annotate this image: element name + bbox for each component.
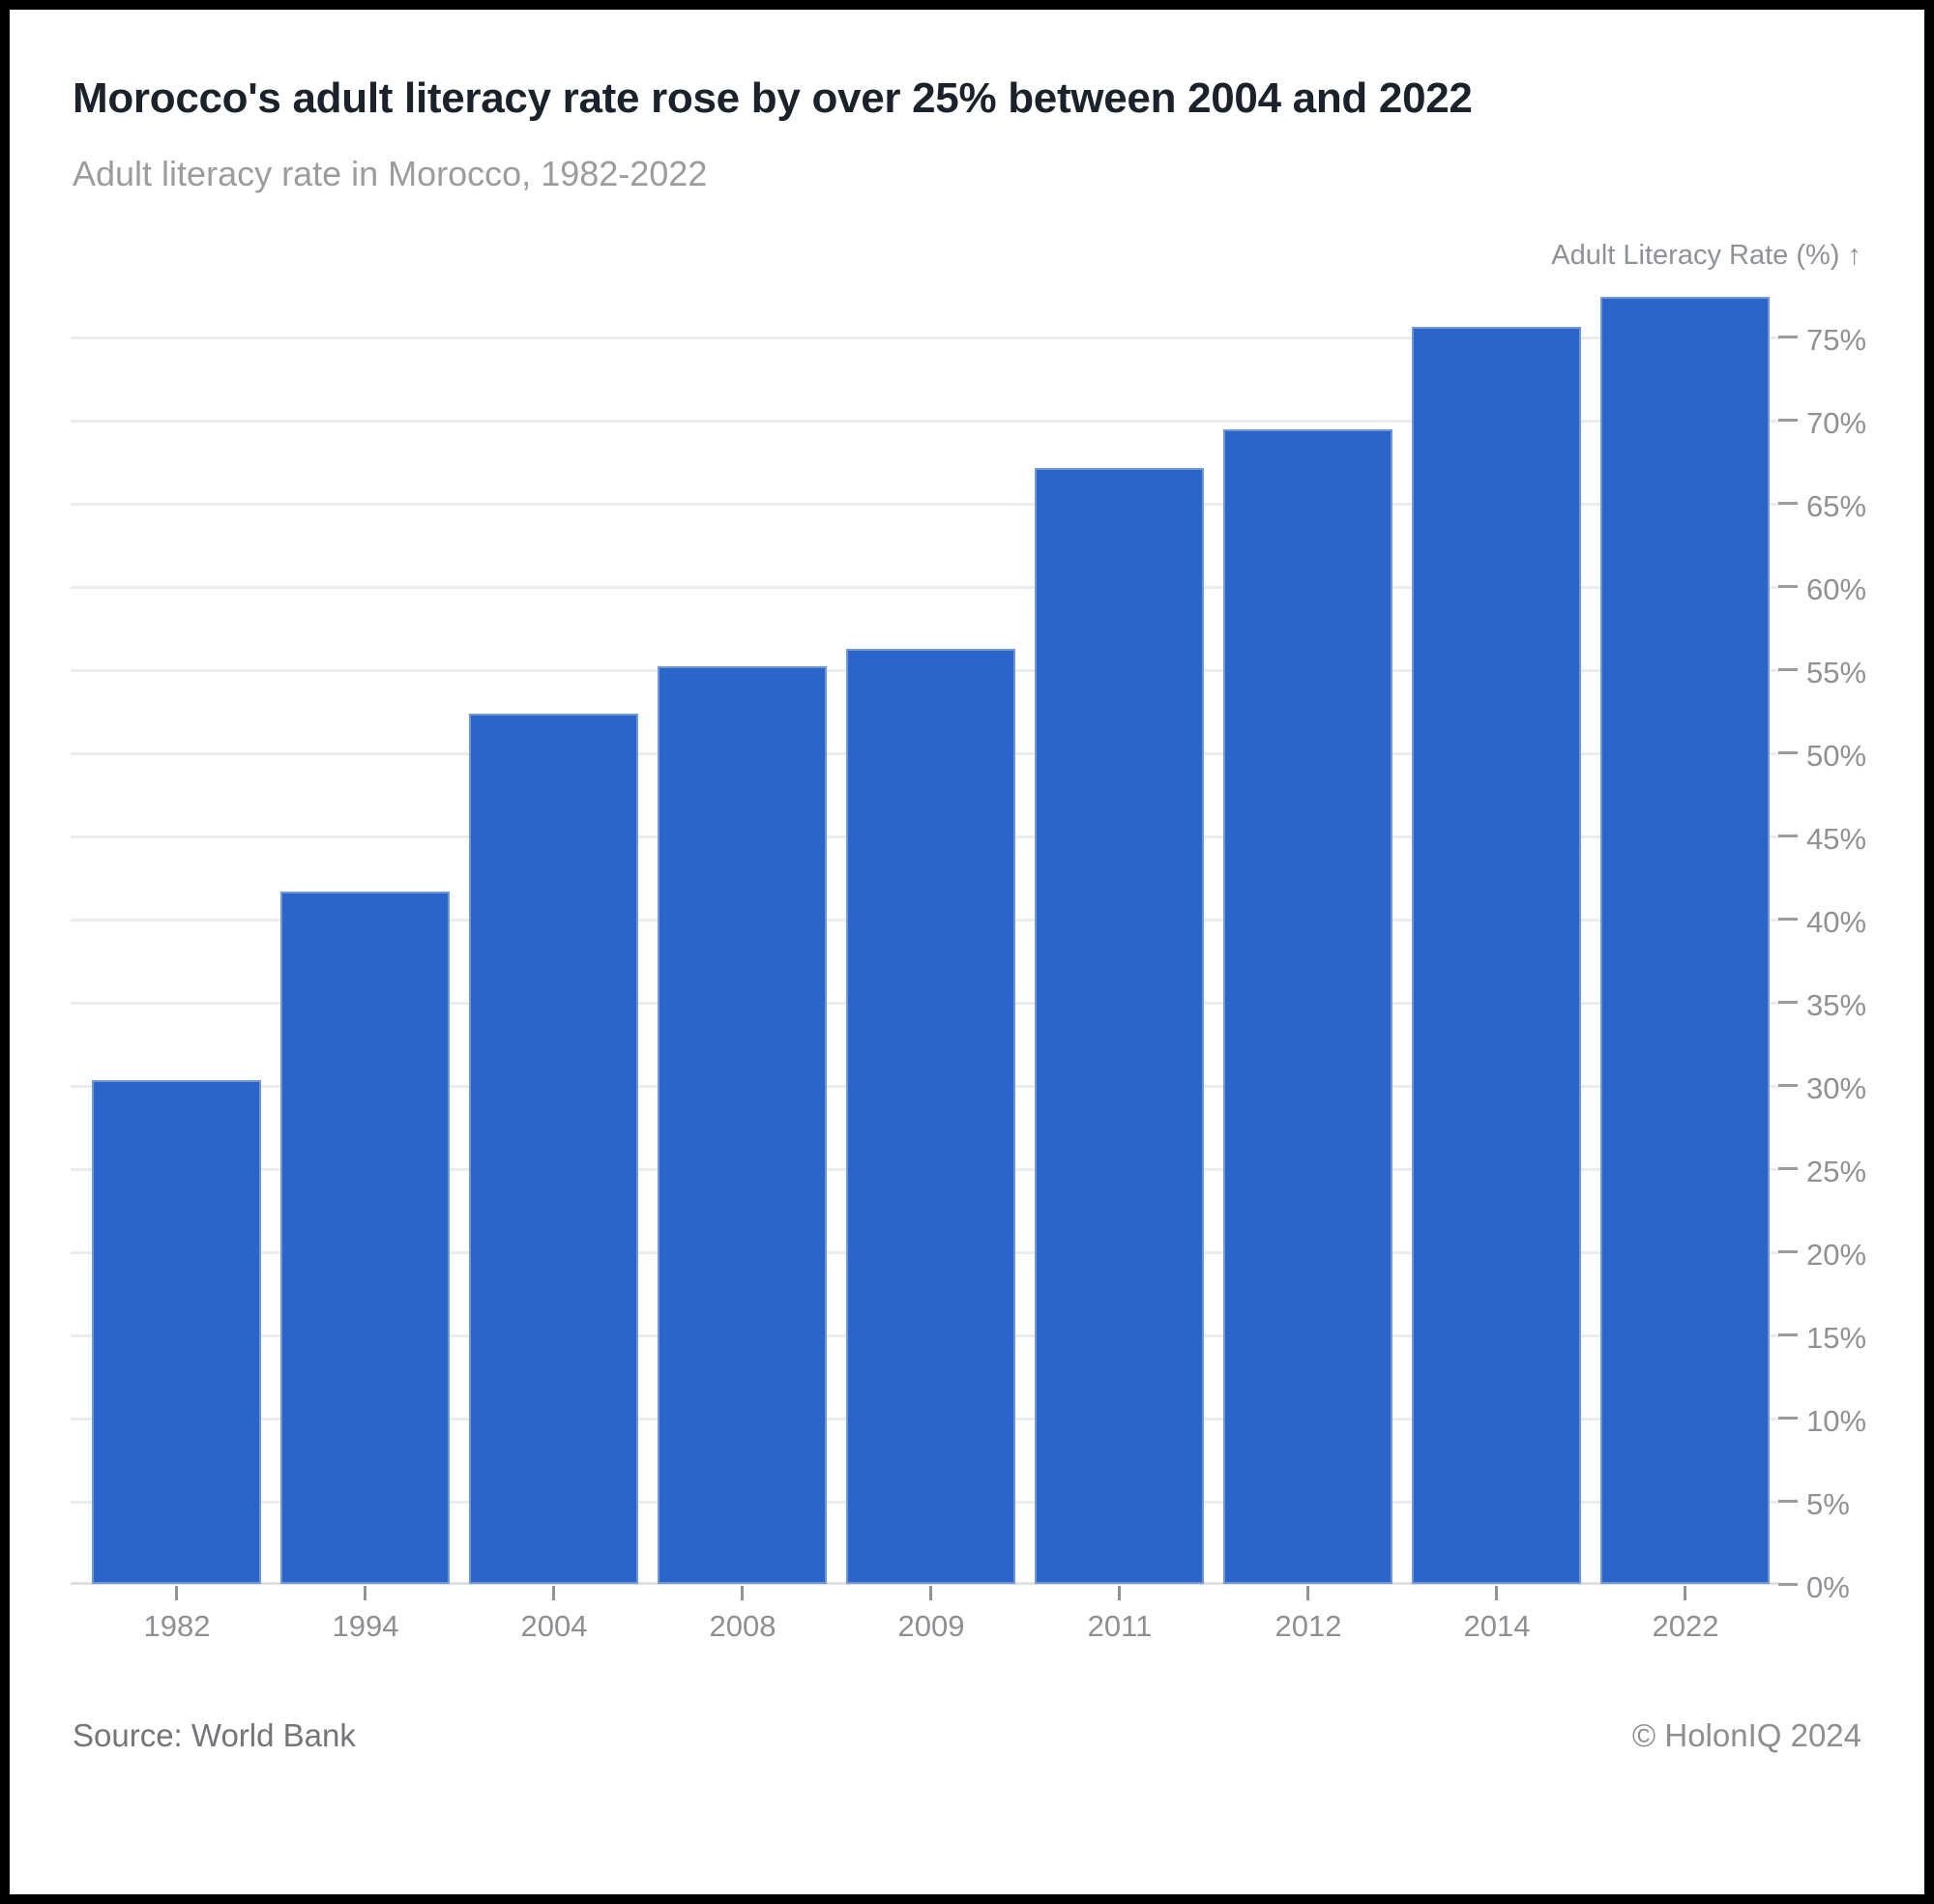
copyright-note: © HolonIQ 2024 (1631, 1717, 1861, 1753)
x-axis-label-2022: 2022 (1652, 1609, 1719, 1643)
bar-2012[interactable] (1223, 429, 1392, 1584)
chart-title: Morocco's adult literacy rate rose by ov… (73, 74, 1473, 122)
x-axis-label-2011: 2011 (1087, 1609, 1153, 1643)
bar-2014[interactable] (1412, 327, 1581, 1584)
x-axis-tick-2004 (552, 1586, 555, 1600)
y-axis-tick-label-15pct: 15% (1806, 1321, 1867, 1355)
y-axis-tick-label-20pct: 20% (1806, 1238, 1867, 1272)
y-axis-title: Adult Literacy Rate (%) ↑ (1551, 240, 1861, 271)
y-axis-tick-label-30pct: 30% (1806, 1071, 1867, 1105)
bar-1982[interactable] (92, 1080, 261, 1584)
x-axis-tick-2012 (1306, 1586, 1309, 1600)
y-axis-tick-label-60pct: 60% (1806, 572, 1867, 606)
y-axis-tick-20pct (1778, 1250, 1798, 1253)
y-axis-tick-15pct (1778, 1333, 1798, 1336)
y-axis-tick-5pct (1778, 1500, 1798, 1503)
y-axis-tick-75pct (1778, 336, 1798, 338)
x-axis-label-2014: 2014 (1463, 1609, 1531, 1643)
gridline-65pct (71, 503, 1779, 506)
bar-2004[interactable] (469, 714, 638, 1584)
x-axis-label-2008: 2008 (709, 1609, 777, 1643)
chart-subtitle: Adult literacy rate in Morocco, 1982-202… (73, 154, 708, 193)
x-axis-tick-2011 (1118, 1586, 1121, 1600)
y-axis-tick-45pct (1778, 835, 1798, 837)
y-axis-tick-60pct (1778, 585, 1798, 588)
bar-2008[interactable] (658, 666, 827, 1584)
y-axis-tick-25pct (1778, 1167, 1798, 1170)
bar-2022[interactable] (1600, 297, 1770, 1584)
x-axis-tick-2008 (741, 1586, 744, 1600)
x-axis-tick-2009 (929, 1586, 932, 1600)
source-note: Source: World Bank (73, 1717, 356, 1753)
y-axis-tick-50pct (1778, 751, 1798, 754)
x-axis-tick-2022 (1684, 1586, 1686, 1600)
y-axis-tick-label-55pct: 55% (1806, 656, 1867, 689)
y-axis-tick-65pct (1778, 502, 1798, 505)
y-axis-tick-30pct (1778, 1084, 1798, 1087)
y-axis-tick-label-25pct: 25% (1806, 1155, 1867, 1188)
y-axis-tick-label-65pct: 65% (1806, 489, 1867, 523)
x-axis-label-1982: 1982 (143, 1609, 211, 1643)
y-axis-tick-40pct (1778, 918, 1798, 921)
x-axis-label-2004: 2004 (520, 1609, 588, 1643)
gridline-60pct (71, 586, 1779, 589)
y-axis-tick-label-0pct: 0% (1806, 1570, 1850, 1604)
x-axis-tick-1982 (175, 1586, 178, 1600)
y-axis-tick-label-50pct: 50% (1806, 739, 1867, 773)
y-axis-tick-label-40pct: 40% (1806, 905, 1867, 939)
gridline-75pct (71, 337, 1779, 339)
y-axis-tick-label-10pct: 10% (1806, 1404, 1867, 1438)
bar-1994[interactable] (280, 892, 450, 1584)
x-axis-label-2009: 2009 (897, 1609, 965, 1643)
y-axis-tick-35pct (1778, 1001, 1798, 1004)
y-axis-tick-label-35pct: 35% (1806, 988, 1867, 1022)
y-axis-tick-55pct (1778, 668, 1798, 671)
bar-2009[interactable] (846, 649, 1015, 1584)
x-axis-label-2012: 2012 (1275, 1609, 1342, 1643)
x-axis-tick-1994 (364, 1586, 366, 1600)
x-axis-label-1994: 1994 (332, 1609, 399, 1643)
gridline-70pct (71, 420, 1779, 423)
y-axis-tick-label-45pct: 45% (1806, 822, 1867, 856)
y-axis-tick-70pct (1778, 419, 1798, 422)
y-axis-tick-label-70pct: 70% (1806, 406, 1867, 440)
y-axis-tick-label-75pct: 75% (1806, 323, 1867, 357)
y-axis-tick-0pct (1778, 1583, 1798, 1586)
y-axis-tick-label-5pct: 5% (1806, 1487, 1850, 1521)
y-axis-tick-10pct (1778, 1417, 1798, 1420)
x-axis-tick-2014 (1495, 1586, 1498, 1600)
bar-2011[interactable] (1035, 468, 1204, 1584)
